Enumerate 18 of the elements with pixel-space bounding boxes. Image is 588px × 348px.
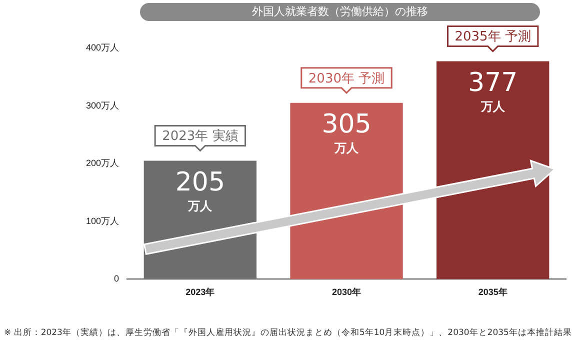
annotation: 2030年 予測	[308, 71, 385, 86]
chart-title: 外国人就業者数（労働供給）の推移	[140, 3, 540, 21]
annotation: 2035年 予測	[454, 30, 531, 45]
x-tick-label: 2035年	[478, 287, 508, 298]
y-tick-label: 100万人	[86, 216, 120, 226]
data-label: 205 万人	[175, 167, 225, 213]
x-tick-label: 2030年	[332, 287, 362, 298]
y-tick-label: 200万人	[86, 158, 120, 168]
annotation: 2023年 実績	[162, 128, 238, 144]
y-tick-label: 400万人	[86, 42, 120, 52]
y-tick-label: 300万人	[86, 100, 120, 110]
x-tick-label: 2023年	[186, 287, 215, 298]
y-tick-label: 0	[114, 274, 120, 284]
text: ※ 出所：2023年（実績）は、厚生労働省「『外国人雇用状況』の届出状況まとめ（令和5年10月末時点）」、2030年と2035年は本推計結果	[4, 327, 572, 339]
bar	[290, 102, 403, 280]
data-label: 377 万人	[468, 68, 518, 114]
bar	[436, 61, 550, 280]
data-label: 305 万人	[322, 110, 372, 156]
